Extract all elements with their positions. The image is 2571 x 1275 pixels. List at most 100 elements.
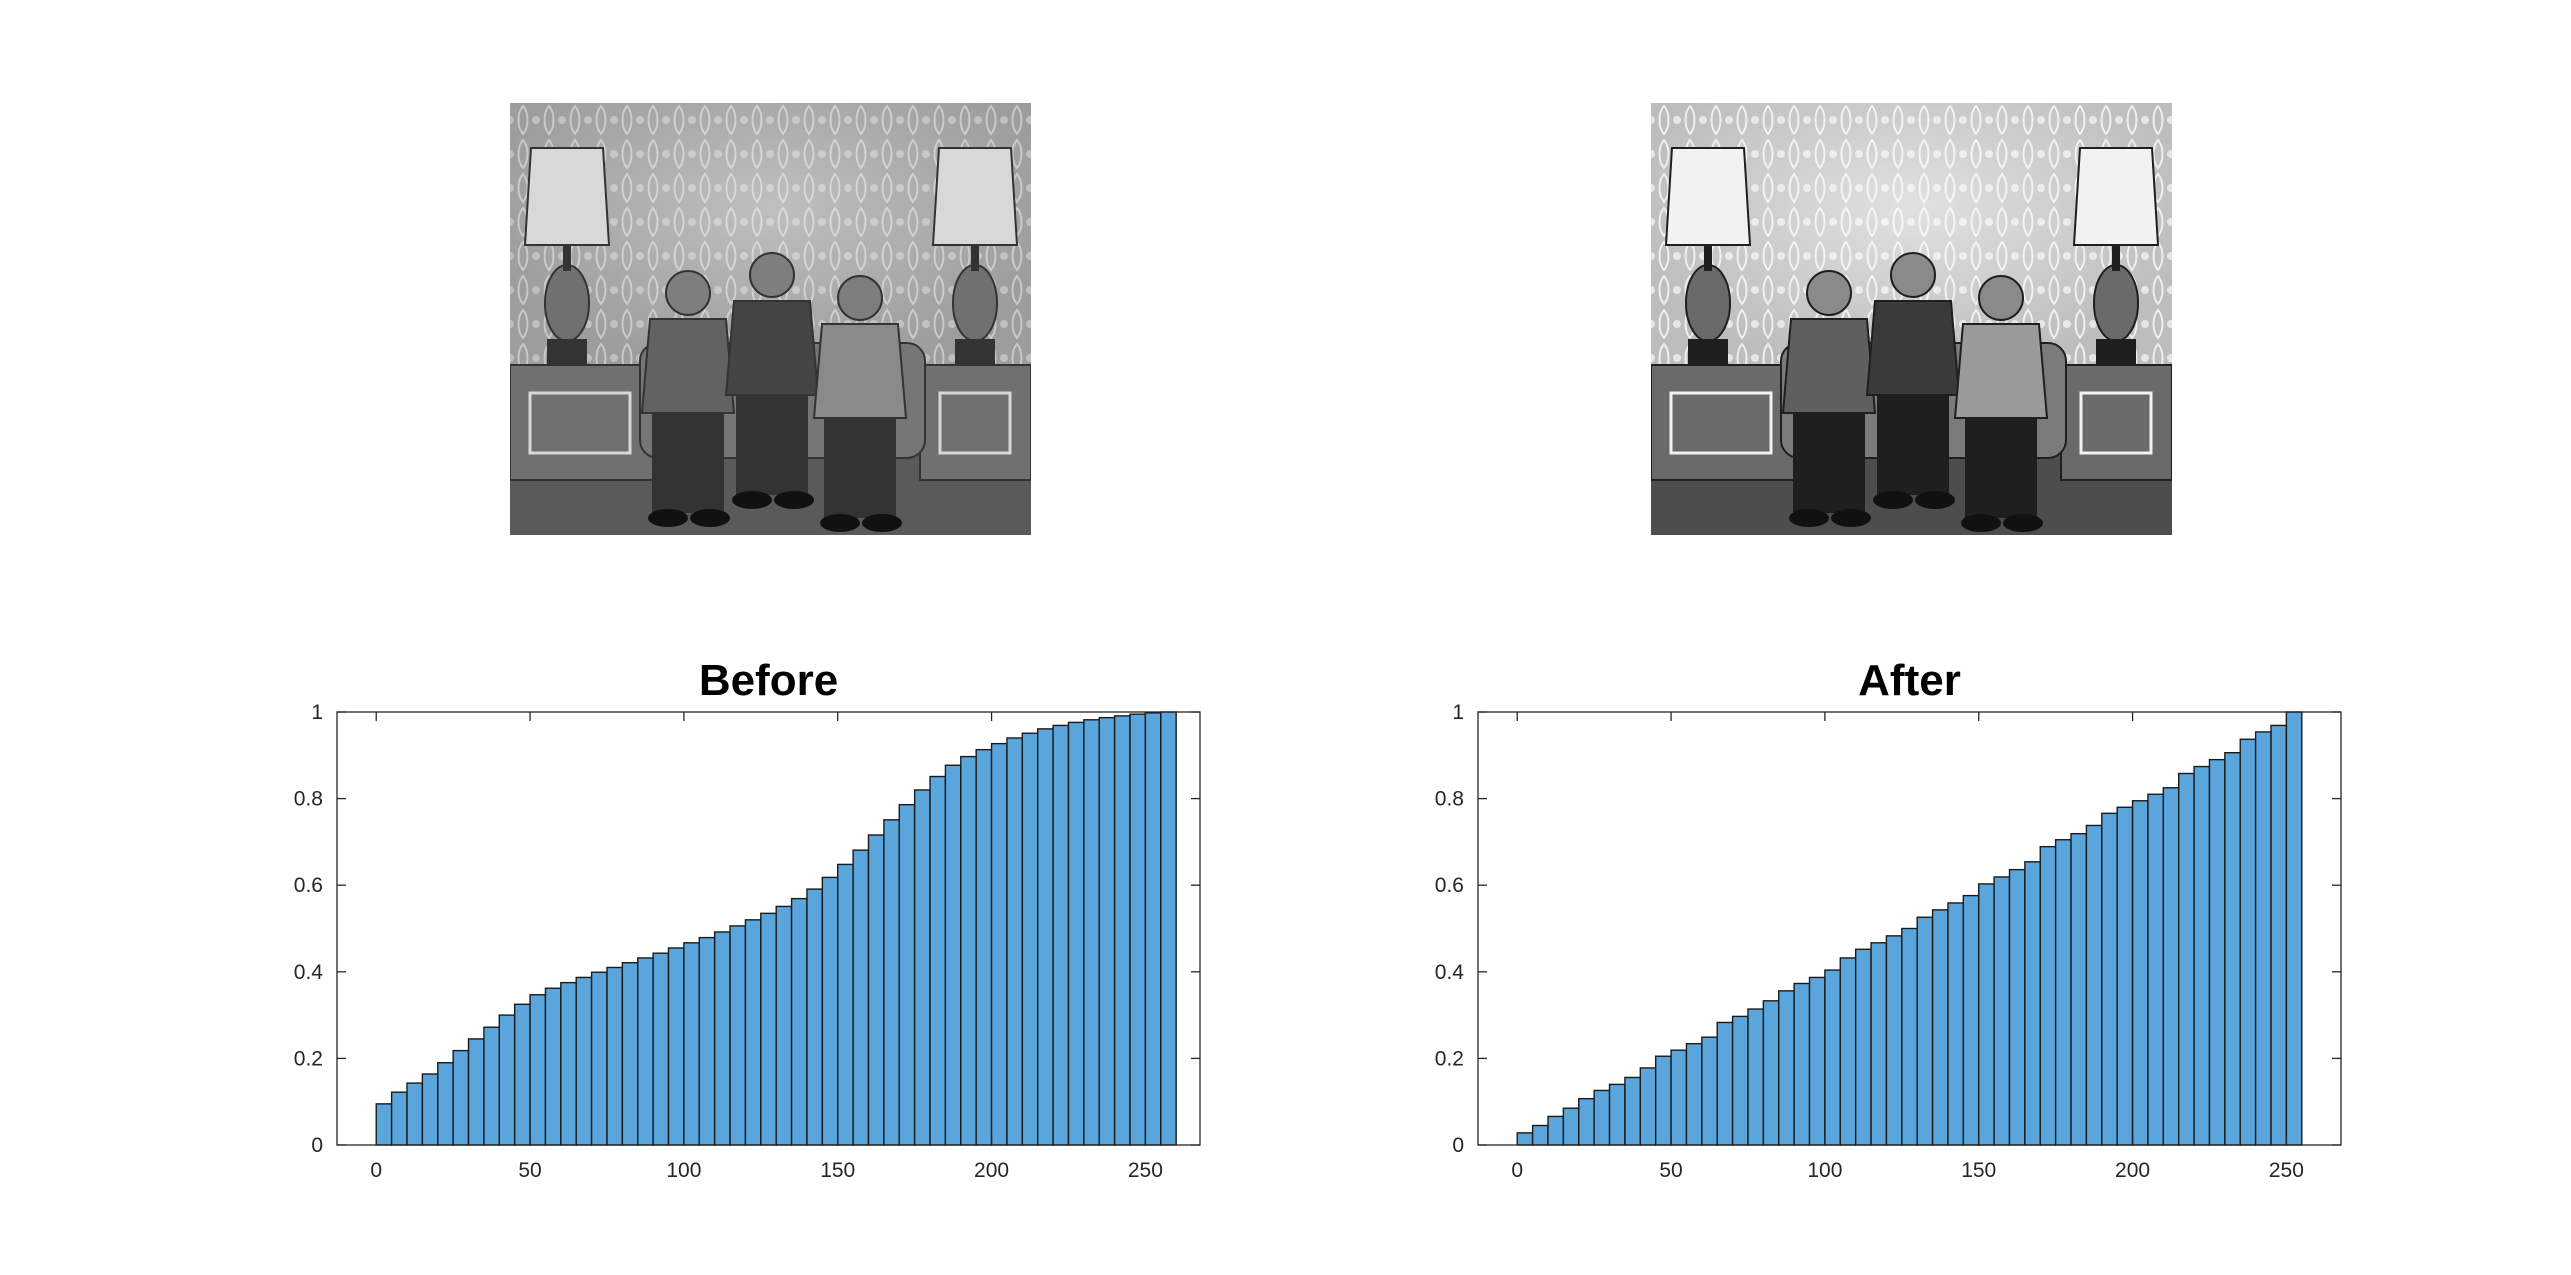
histogram-bar <box>1006 737 1024 1146</box>
histogram-bar <box>775 905 793 1146</box>
histogram-bar <box>2147 793 2165 1146</box>
y-tick-label: 0 <box>1452 1134 1464 1157</box>
histogram-bar <box>2178 772 2195 1146</box>
y-tick-label: 0.8 <box>1435 788 1464 811</box>
chart-title: Before <box>699 656 838 705</box>
histogram-bar <box>1716 1021 1734 1146</box>
histogram-bar <box>1144 712 1162 1146</box>
histogram-bar <box>437 1062 454 1146</box>
x-tick-label: 50 <box>518 1159 541 1182</box>
histogram-bar <box>590 971 608 1146</box>
histogram-bar <box>1839 957 1857 1146</box>
histogram-bar <box>1978 883 1995 1146</box>
histogram-bar <box>1670 1049 1688 1146</box>
histogram-bar <box>1052 724 1070 1146</box>
x-tick-label: 200 <box>974 1159 1009 1182</box>
x-tick-label: 0 <box>370 1159 382 1182</box>
histogram-bar <box>2285 711 2303 1146</box>
histogram-bar <box>375 1103 393 1146</box>
histogram-bar <box>852 849 870 1146</box>
histogram-bar <box>1762 1000 1780 1146</box>
histogram-bar <box>1098 716 1116 1146</box>
histogram-bar <box>1578 1097 1595 1146</box>
histogram-bar <box>2254 731 2272 1146</box>
histogram-bar <box>960 755 977 1146</box>
histogram-bar <box>1747 1008 1765 1146</box>
y-tick-label: 0 <box>311 1134 323 1157</box>
y-tick-label: 1 <box>311 701 323 724</box>
histogram-bar <box>560 981 577 1146</box>
histogram-bar <box>837 863 854 1146</box>
histogram-bar <box>2101 812 2118 1146</box>
histogram-bar <box>1021 732 1039 1146</box>
histogram-bar <box>760 912 777 1146</box>
histogram-bar <box>1854 948 1872 1146</box>
histogram-bar <box>1947 902 1965 1146</box>
chart-title: After <box>1858 656 1961 705</box>
x-tick-label: 250 <box>1128 1159 1163 1182</box>
x-tick-label: 200 <box>2115 1159 2150 1182</box>
histogram-bar <box>1793 982 1811 1146</box>
histogram-bar <box>1516 1132 1534 1146</box>
histogram-bar <box>1067 721 1085 1146</box>
histogram-bar <box>2224 752 2241 1146</box>
before-histogram-chart: Before 0 50 100 150 200 250 0 0.2 0.4 0.6 0.8 1 <box>250 640 1300 1200</box>
histogram-bar <box>990 742 1008 1146</box>
histogram-bar <box>621 962 639 1146</box>
histogram-bar <box>2085 824 2103 1146</box>
histogram-bar <box>498 1014 516 1146</box>
x-tick-label: 100 <box>666 1159 701 1182</box>
histogram-bar <box>683 942 700 1146</box>
histogram-bar <box>1654 1055 1672 1146</box>
histogram-bar <box>1113 715 1131 1146</box>
histogram-bar <box>1778 990 1795 1146</box>
histogram-bar <box>1083 719 1100 1146</box>
x-tick-label: 150 <box>1961 1159 1996 1182</box>
x-tick-label: 0 <box>1511 1159 1523 1182</box>
axes-box <box>336 711 1201 1146</box>
histogram-bar <box>2193 765 2211 1146</box>
histogram-bar <box>2208 758 2226 1146</box>
histogram-bar <box>652 952 670 1146</box>
histogram-bar <box>2039 845 2057 1146</box>
after-photo <box>1651 103 2172 535</box>
histogram-bar <box>1701 1036 1718 1146</box>
histogram-bar <box>575 976 593 1146</box>
y-tick-label: 1 <box>1452 701 1464 724</box>
histogram-bar <box>944 764 962 1146</box>
histogram-bar <box>1562 1107 1580 1146</box>
histogram-bar <box>467 1038 485 1146</box>
histogram-bar <box>2008 868 2026 1146</box>
histogram-bar <box>929 775 947 1146</box>
x-tick-label: 150 <box>820 1159 855 1182</box>
before-photo <box>510 103 1031 535</box>
histogram-bar <box>821 876 839 1146</box>
histogram-bar <box>1731 1015 1749 1146</box>
histogram-bar <box>2116 806 2134 1146</box>
x-tick-label: 50 <box>1659 1159 1682 1182</box>
histogram-bar <box>606 966 624 1146</box>
histogram-bar <box>913 789 931 1146</box>
histogram-bar <box>698 936 716 1146</box>
histogram-bar <box>1160 711 1177 1146</box>
histogram-bar <box>406 1082 424 1146</box>
histogram-bar <box>867 834 885 1146</box>
y-tick-label: 0.8 <box>294 788 323 811</box>
histogram-bar <box>2070 832 2088 1146</box>
histogram-bar <box>667 947 685 1146</box>
histogram-bar <box>2162 787 2180 1146</box>
histogram-bar <box>452 1049 470 1146</box>
histogram-bar <box>806 888 824 1146</box>
y-tick-label: 0.4 <box>1435 961 1465 984</box>
histogram-bar <box>1608 1083 1626 1146</box>
histogram-bar <box>544 987 562 1146</box>
histogram-bar <box>744 919 762 1146</box>
y-tick-label: 0.4 <box>294 961 324 984</box>
histogram-bar <box>390 1091 408 1146</box>
histogram-bar <box>1593 1089 1611 1146</box>
axes-box <box>1477 711 2342 1146</box>
histogram-bar <box>2131 800 2149 1146</box>
histogram-bar <box>729 925 747 1146</box>
y-tick-label: 0.6 <box>294 874 323 897</box>
histogram-bar <box>2270 724 2288 1146</box>
